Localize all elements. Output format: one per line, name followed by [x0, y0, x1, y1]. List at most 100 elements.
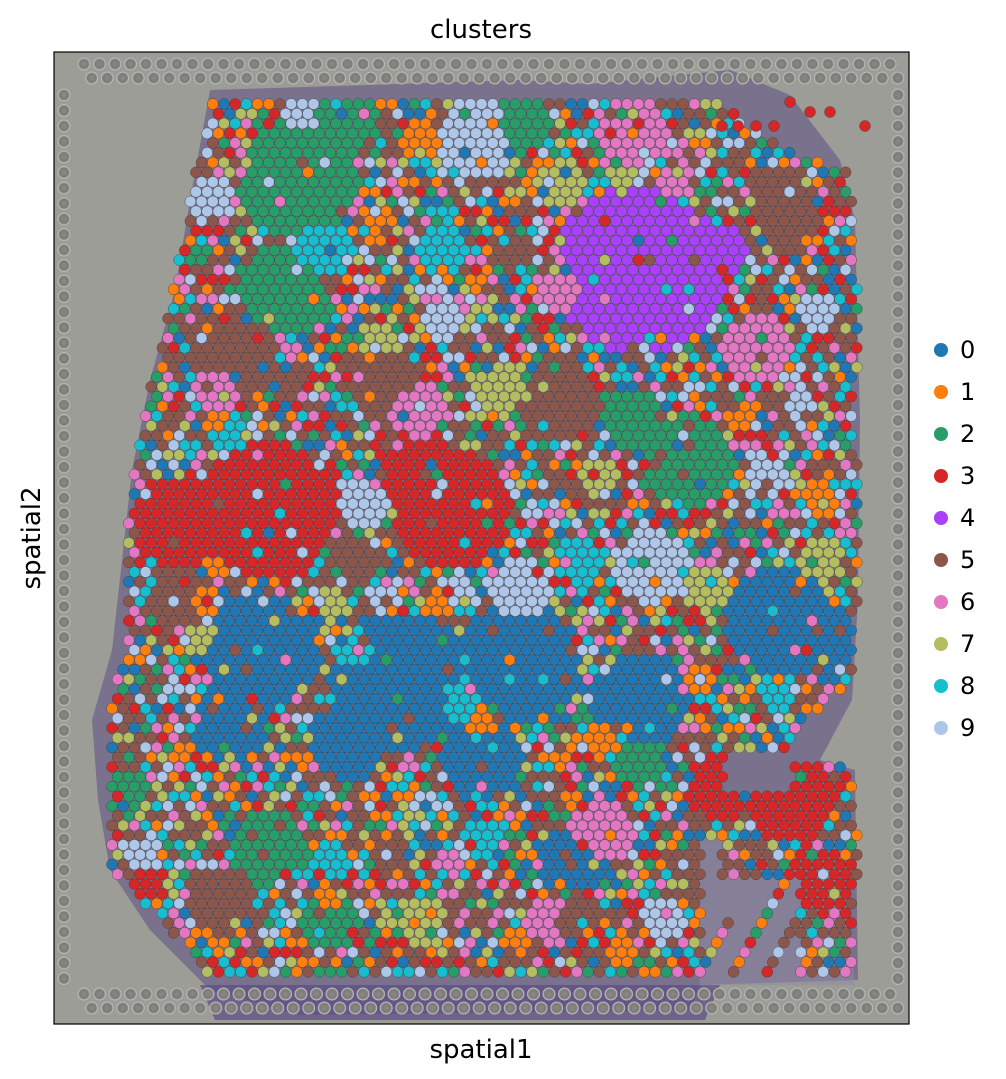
spot-cluster-4 [611, 333, 622, 344]
spot-cluster-9 [504, 323, 515, 334]
spot-cluster-3 [532, 742, 543, 753]
spot-cluster-5 [689, 177, 700, 188]
spot-cluster-0 [762, 420, 773, 431]
spot-cluster-0 [263, 528, 274, 539]
spot-cluster-1 [174, 294, 185, 305]
spot-cluster-0 [773, 635, 784, 646]
spot-cluster-5 [784, 498, 795, 509]
fiducial-dot [613, 1002, 625, 1014]
spot-cluster-0 [331, 664, 342, 675]
spot-cluster-5 [319, 645, 330, 656]
spot-cluster-5 [812, 216, 823, 227]
spot-cluster-2 [247, 810, 258, 821]
spot-cluster-2 [739, 206, 750, 217]
spot-cluster-9 [661, 576, 672, 587]
spot-cluster-0 [840, 654, 851, 665]
spot-cluster-1 [790, 489, 801, 500]
fiducial-dot [365, 1002, 377, 1014]
spot-cluster-3 [415, 771, 426, 782]
fiducial-dot [892, 880, 904, 892]
spot-cluster-6 [555, 450, 566, 461]
spot-cluster-3 [241, 547, 252, 558]
spot-cluster-5 [795, 440, 806, 451]
spot-cluster-3 [213, 459, 224, 470]
spot-cluster-0 [840, 245, 851, 256]
spot-cluster-2 [241, 196, 252, 207]
spot-cluster-4 [689, 235, 700, 246]
spot-cluster-5 [633, 469, 644, 480]
spot-cluster-1 [801, 489, 812, 500]
spot-cluster-1 [689, 333, 700, 344]
spot-cluster-3 [196, 528, 207, 539]
spot-cluster-5 [555, 391, 566, 402]
spot-cluster-3 [795, 537, 806, 548]
spot-cluster-2 [286, 157, 297, 168]
spot-cluster-7 [700, 567, 711, 578]
spot-cluster-5 [381, 752, 392, 763]
spot-cluster-0 [314, 615, 325, 626]
spot-cluster-5 [179, 713, 190, 724]
spot-cluster-2 [241, 820, 252, 831]
spot-cluster-5 [325, 810, 336, 821]
spot-cluster-1 [174, 742, 185, 753]
spot-cluster-5 [829, 186, 840, 197]
spot-cluster-8 [538, 674, 549, 685]
spot-cluster-7 [555, 118, 566, 129]
spot-cluster-6 [683, 401, 694, 412]
spot-cluster-5 [840, 401, 851, 412]
spot-cluster-9 [667, 801, 678, 812]
spot-cluster-0 [263, 703, 274, 714]
spot-cluster-6 [387, 820, 398, 831]
spot-cluster-5 [790, 177, 801, 188]
spot-cluster-0 [555, 684, 566, 695]
spot-cluster-7 [375, 196, 386, 207]
fiducial-dot [892, 942, 904, 954]
spot-cluster-8 [515, 284, 526, 295]
spot-cluster-0 [241, 703, 252, 714]
spot-cluster-9 [510, 567, 521, 578]
spot-cluster-8 [711, 216, 722, 227]
spot-cluster-0 [756, 547, 767, 558]
spot-cluster-5 [174, 313, 185, 324]
spot-cluster-7 [280, 732, 291, 743]
spot-cluster-3 [476, 547, 487, 558]
spot-cluster-8 [336, 245, 347, 256]
spot-cluster-6 [627, 147, 638, 158]
spot-cluster-2 [258, 186, 269, 197]
spot-cluster-1 [443, 606, 454, 617]
spot-cluster-3 [734, 801, 745, 812]
spot-cluster-7 [605, 479, 616, 490]
spot-cluster-3 [756, 274, 767, 285]
spot-cluster-3 [476, 489, 487, 500]
spot-cluster-3 [415, 186, 426, 197]
spot-cluster-1 [336, 830, 347, 841]
spot-cluster-0 [745, 625, 756, 636]
spot-cluster-5 [689, 645, 700, 656]
fiducial-dot [613, 72, 625, 84]
fiducial-dot [597, 72, 609, 84]
spot-cluster-3 [252, 469, 263, 480]
fiducial-dot [117, 72, 129, 84]
fiducial-dot [109, 988, 121, 1000]
spot-cluster-2 [286, 216, 297, 227]
fiducial-dot [892, 911, 904, 923]
spot-cluster-5 [364, 411, 375, 422]
spot-cluster-5 [599, 450, 610, 461]
spot-cluster-8 [437, 791, 448, 802]
spot-cluster-2 [711, 723, 722, 734]
spot-cluster-0 [672, 693, 683, 704]
spot-cluster-7 [336, 596, 347, 607]
spot-cluster-3 [734, 430, 745, 441]
spot-cluster-0 [504, 147, 515, 158]
spot-cluster-5 [163, 586, 174, 597]
spot-cluster-0 [342, 216, 353, 227]
spot-cluster-9 [387, 586, 398, 597]
fiducial-dot [892, 554, 904, 566]
spot-cluster-4 [695, 323, 706, 334]
spot-cluster-4 [605, 342, 616, 353]
spot-cluster-3 [157, 498, 168, 509]
spot-cluster-2 [840, 440, 851, 451]
spot-cluster-7 [443, 99, 454, 110]
spot-cluster-2 [683, 479, 694, 490]
spot-cluster-9 [723, 196, 734, 207]
